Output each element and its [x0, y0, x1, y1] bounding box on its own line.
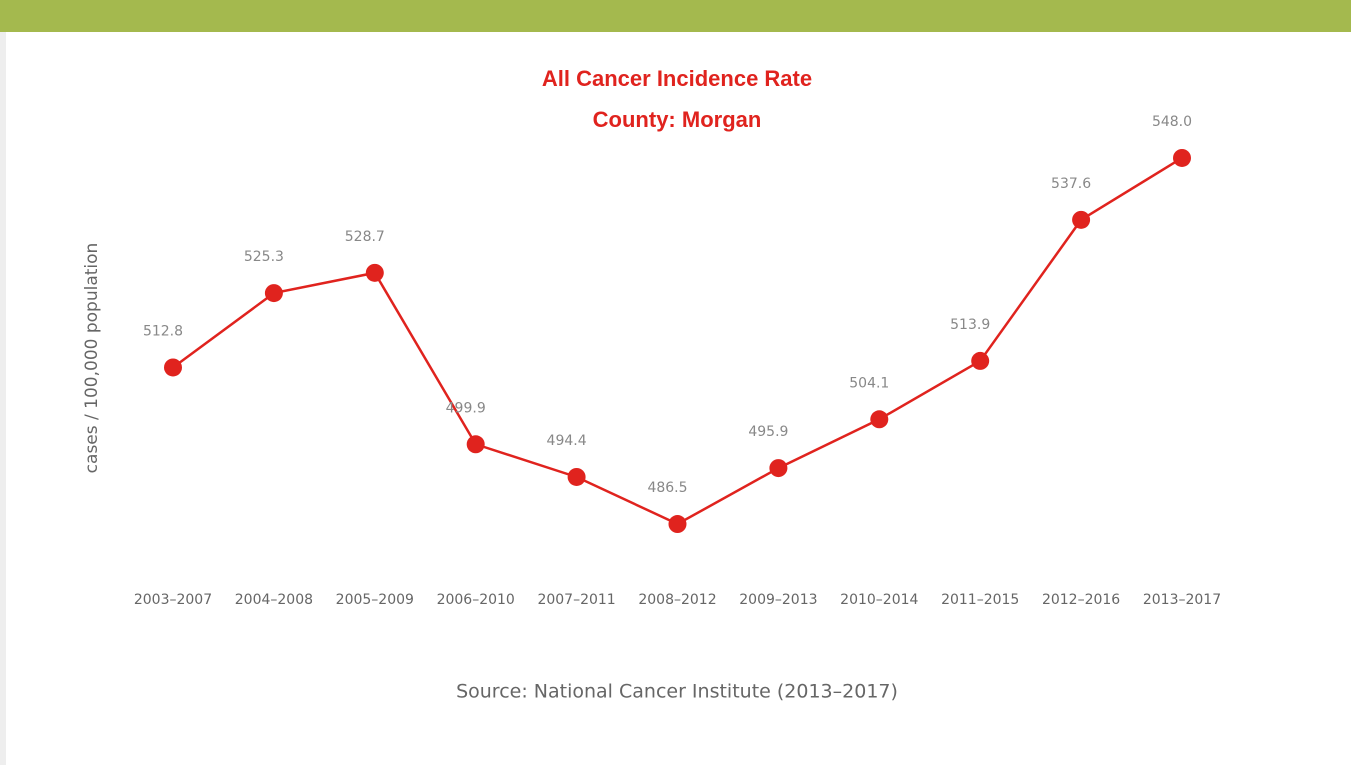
y-axis-label: cases / 100,000 population [82, 243, 102, 474]
point [769, 459, 788, 478]
value-label: 528.7 [345, 229, 385, 245]
value-label: 513.9 [950, 317, 990, 333]
value-label: 548.0 [1152, 114, 1192, 130]
x-tick-label: 2005–2009 [336, 592, 414, 608]
x-tick-label: 2012–2016 [1042, 592, 1120, 608]
x-tick-label: 2013–2017 [1143, 592, 1221, 608]
value-label: 525.3 [244, 249, 284, 265]
value-label: 486.5 [647, 480, 687, 496]
line [172, 156, 1183, 526]
point [971, 351, 990, 370]
value-label: 499.9 [446, 400, 486, 416]
value-label: 537.6 [1051, 176, 1091, 192]
value-label: 495.9 [748, 424, 788, 440]
point [466, 435, 485, 454]
x-tick-label: 2007–2011 [537, 592, 615, 608]
x-tick-label: 2006–2010 [437, 592, 515, 608]
point [264, 284, 283, 303]
point [1173, 148, 1191, 167]
x-tick-label: 2010–2014 [840, 592, 918, 608]
x-tick-label: 2008–2012 [638, 592, 716, 608]
source: Source: National Cancer Institute (2013–… [456, 681, 898, 703]
point [668, 515, 687, 534]
point [164, 358, 182, 377]
point [1072, 210, 1091, 229]
value-label: 504.1 [849, 375, 889, 391]
chart-title: All Cancer Incidence Rate [542, 66, 812, 91]
point [365, 263, 384, 282]
value-label: 494.4 [547, 433, 587, 449]
left-border [0, 32, 6, 765]
x-tick-label: 2004–2008 [235, 592, 313, 608]
point [870, 410, 889, 429]
value-label: 512.8 [143, 323, 183, 339]
x-tick-label: 2011–2015 [941, 592, 1019, 608]
chart-subtitle: County: Morgan [593, 107, 762, 132]
header-bar [0, 0, 1351, 32]
point [567, 467, 586, 486]
x-tick-label: 2009–2013 [739, 592, 817, 608]
x-tick-label: 2003–2007 [134, 592, 212, 608]
